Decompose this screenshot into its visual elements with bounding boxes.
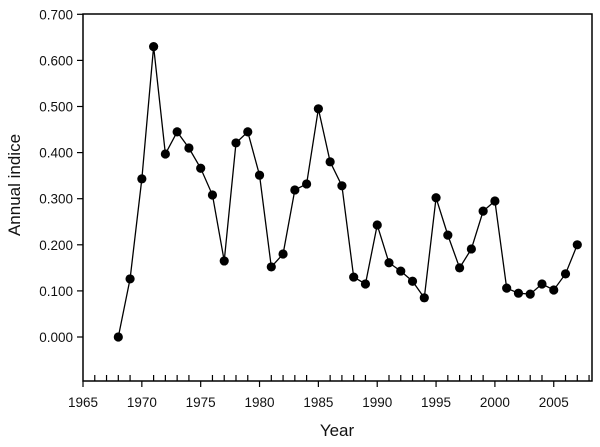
x-tick-label: 1985 [303,395,333,410]
data-point [160,149,170,159]
data-point [231,138,241,148]
x-tick-label: 1970 [127,395,157,410]
y-tick-label: 0.100 [39,284,73,299]
data-point [196,163,206,173]
x-axis-label: Year [320,421,355,440]
data-point [184,143,194,153]
data-point [243,127,253,137]
data-point [266,262,276,272]
y-tick-label: 0.500 [39,100,73,115]
data-point [219,256,229,266]
x-tick-label: 1995 [421,395,451,410]
data-point [278,249,288,259]
data-point [490,196,500,206]
x-tick-label: 1975 [186,395,216,410]
y-tick-label: 0.000 [39,330,73,345]
data-point [349,272,359,282]
data-point [372,220,382,230]
y-tick-label: 0.300 [39,192,73,207]
data-point [325,157,335,167]
data-point [125,274,135,284]
plot-frame [82,13,593,382]
data-point [455,263,465,273]
data-point [513,288,524,298]
x-axis: 1965 1970 1975 1980 1985 1990 1995 2000 2005 [68,375,590,410]
data-point [443,230,453,240]
y-axis-label: Annual indice [5,134,24,236]
data-point [525,289,535,299]
data-point [419,293,429,303]
y-tick-label: 0.400 [39,146,73,161]
data-point [572,240,582,250]
data-point [360,279,371,289]
data-point [290,185,300,195]
data-point [337,181,347,191]
data-point [396,266,406,276]
x-tick-label: 1990 [362,395,392,410]
data-point [478,206,488,216]
series-line [117,46,578,338]
data-point [302,179,312,189]
data-point [502,283,512,293]
y-tick-label: 0.200 [39,238,73,253]
data-series [113,41,582,342]
plot-border [82,13,593,382]
data-point [313,104,323,114]
data-point [149,41,159,52]
y-tick-label: 0.700 [39,7,73,22]
data-point [560,269,571,279]
data-point [137,174,147,184]
data-point [549,285,559,295]
data-point [172,127,182,137]
x-tick-label: 2000 [480,395,510,410]
y-axis: 0.000 0.100 0.200 0.300 0.400 0.500 0.600 0.700 [39,7,83,345]
data-point [431,193,441,203]
data-point [207,190,218,200]
data-point [407,276,418,286]
x-tick-label: 2005 [539,395,569,410]
data-point [254,170,265,180]
data-point [466,244,476,254]
data-point [537,279,547,289]
x-tick-label: 1965 [68,395,98,410]
data-point [384,258,394,268]
y-tick-label: 0.600 [39,53,73,68]
data-point [113,332,123,342]
x-tick-label: 1980 [245,395,275,410]
